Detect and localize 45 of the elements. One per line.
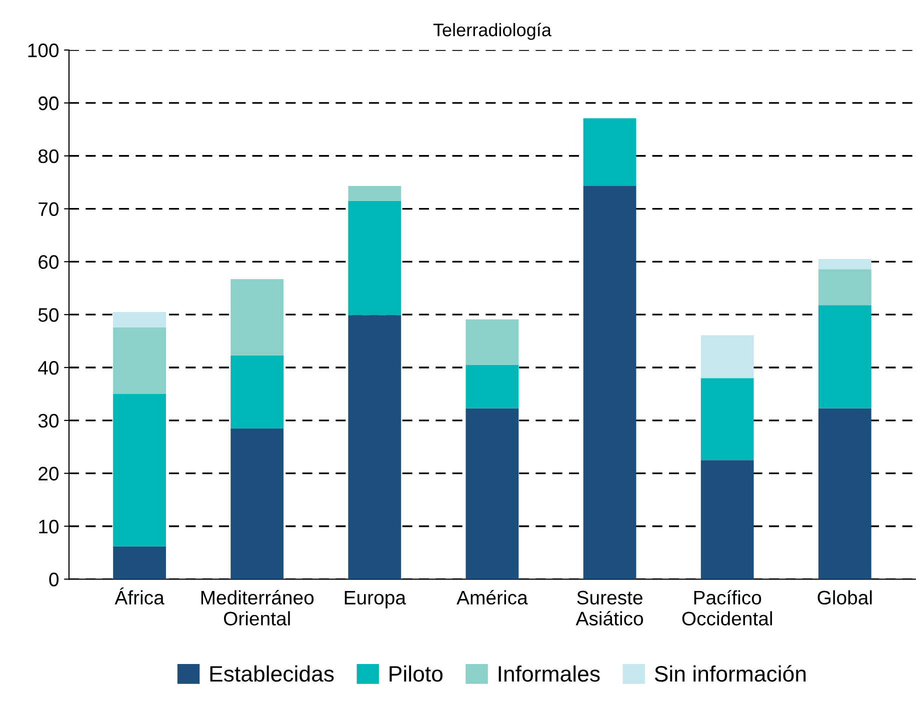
y-tick-label: 60 [38,255,59,269]
x-tick-label: Pacífico Occidental [682,590,772,626]
chart-title: Telerradiología [433,22,552,40]
bar [700,335,754,378]
bar [113,312,166,328]
x-tick-label: Global [818,590,872,605]
y-tick-label: 90 [38,96,59,110]
bar [230,279,284,356]
y-tick-label: 100 [28,44,59,58]
y-tick-label: 0 [49,572,59,586]
y-tick-label: 70 [38,202,59,216]
bar [466,319,519,365]
bar [348,200,402,316]
bar [230,355,284,428]
bar [230,428,284,580]
bar [466,408,519,580]
bar [818,305,872,408]
y-tick-label: 20 [38,466,59,481]
y-tick-label: 40 [38,360,59,375]
bar [818,259,872,270]
x-tick-label: África [114,587,164,605]
x-tick-label: América [456,590,528,605]
bar [583,186,636,580]
bar [466,364,519,408]
bar [113,327,166,394]
legend-label: Establecidas [210,665,334,682]
bar [700,460,754,580]
bar [348,315,402,580]
legend-label: Piloto [390,665,443,682]
legend-label: Sin información [654,665,806,682]
bar [348,186,402,201]
bar [700,378,754,460]
bar [113,546,166,580]
x-tick-label: Europa [344,590,406,608]
y-tick-label: 50 [38,308,59,322]
legend-label: Informales [498,665,600,682]
bar [818,408,872,580]
y-tick-label: 30 [38,414,59,428]
bar [113,394,166,546]
bar [583,118,636,186]
x-tick-label: Mediterráneo Oriental [201,590,314,626]
y-tick-label: 10 [39,520,59,534]
x-tick-label: Sureste Asiático [576,590,643,626]
bar [818,269,872,306]
y-tick-label: 80 [38,149,59,164]
